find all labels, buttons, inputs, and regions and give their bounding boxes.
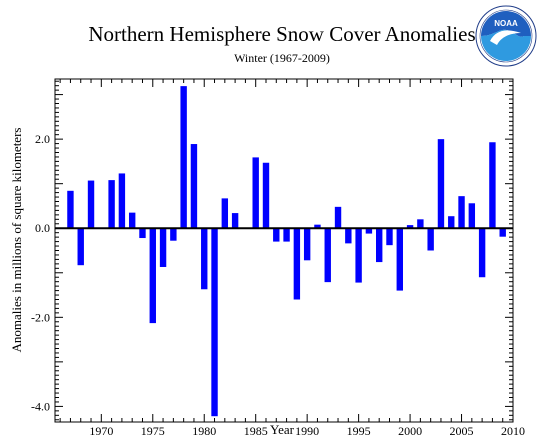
bar-1971 xyxy=(108,180,115,229)
bar-1992 xyxy=(324,228,331,283)
y-tick-label: 2.0 xyxy=(35,132,50,146)
bar-1993 xyxy=(334,206,342,229)
bar-1968 xyxy=(77,228,84,266)
noaa-logo: NOAA xyxy=(475,5,537,67)
bar-1998 xyxy=(386,228,393,246)
x-tick-label: 1975 xyxy=(141,424,165,438)
bar-2000 xyxy=(406,225,414,229)
bar-2003 xyxy=(437,139,445,229)
bar-1991 xyxy=(314,224,321,229)
x-axis-ticks: 1970 1975 1980 1985 1990 1995 2000 2005 2010 xyxy=(59,79,525,438)
x-tick-label: 1990 xyxy=(295,424,319,438)
x-tick-label: 1995 xyxy=(347,424,371,438)
x-tick-label: 2010 xyxy=(501,424,525,438)
x-tick-label: 1980 xyxy=(192,424,216,438)
y-axis-ticks: 2.0 0.0 -2.0 -4.0 xyxy=(31,80,513,421)
bar-1982 xyxy=(221,198,229,229)
y-tick-label: -4.0 xyxy=(31,399,50,413)
bar-1986 xyxy=(262,162,270,229)
bar-2006 xyxy=(468,203,476,229)
chart-subtitle: Winter (1967-2009) xyxy=(234,51,330,65)
x-tick-label: 1985 xyxy=(244,424,268,438)
bar-1977 xyxy=(170,228,177,241)
bar-1975 xyxy=(149,228,156,324)
bar-1979 xyxy=(190,144,198,229)
bar-1987 xyxy=(273,228,280,242)
bar-1969 xyxy=(87,180,95,229)
bar-2009 xyxy=(499,228,506,237)
y-tick-label: -2.0 xyxy=(31,310,50,324)
bar-1990 xyxy=(303,228,311,261)
bar-2002 xyxy=(427,228,434,251)
bar-1980 xyxy=(201,228,208,290)
bar-2004 xyxy=(448,216,455,229)
bar-1988 xyxy=(283,228,290,242)
bar-1983 xyxy=(231,213,239,229)
bar-1967 xyxy=(67,190,74,229)
bar-1981 xyxy=(211,228,218,417)
x-tick-label: 2000 xyxy=(398,424,422,438)
logo-text: NOAA xyxy=(494,19,518,28)
y-tick-label: 0.0 xyxy=(35,221,50,235)
bar-1989 xyxy=(293,228,301,300)
x-tick-label: 2005 xyxy=(450,424,474,438)
x-tick-label: 1970 xyxy=(89,424,113,438)
bar-1978 xyxy=(180,86,187,229)
bar-1999 xyxy=(396,228,403,291)
bar-1973 xyxy=(128,212,136,229)
bar-1976 xyxy=(159,228,167,267)
y-axis-label: Anomalies in millions of square kilomete… xyxy=(9,128,24,353)
chart-title: Northern Hemisphere Snow Cover Anomalies xyxy=(88,22,475,46)
x-axis-label: Year xyxy=(270,422,295,437)
bar-1994 xyxy=(345,228,352,244)
bar-1997 xyxy=(376,228,383,263)
bar-2005 xyxy=(458,196,465,229)
bar-1972 xyxy=(118,173,126,229)
bar-1985 xyxy=(252,157,259,229)
bar-2007 xyxy=(478,228,486,278)
bars-group xyxy=(67,86,506,417)
bar-1995 xyxy=(355,228,362,283)
bar-1996 xyxy=(365,228,373,234)
bar-2008 xyxy=(489,142,496,229)
plot-frame xyxy=(54,78,514,423)
bar-1974 xyxy=(139,228,146,239)
bar-2001 xyxy=(417,219,424,229)
